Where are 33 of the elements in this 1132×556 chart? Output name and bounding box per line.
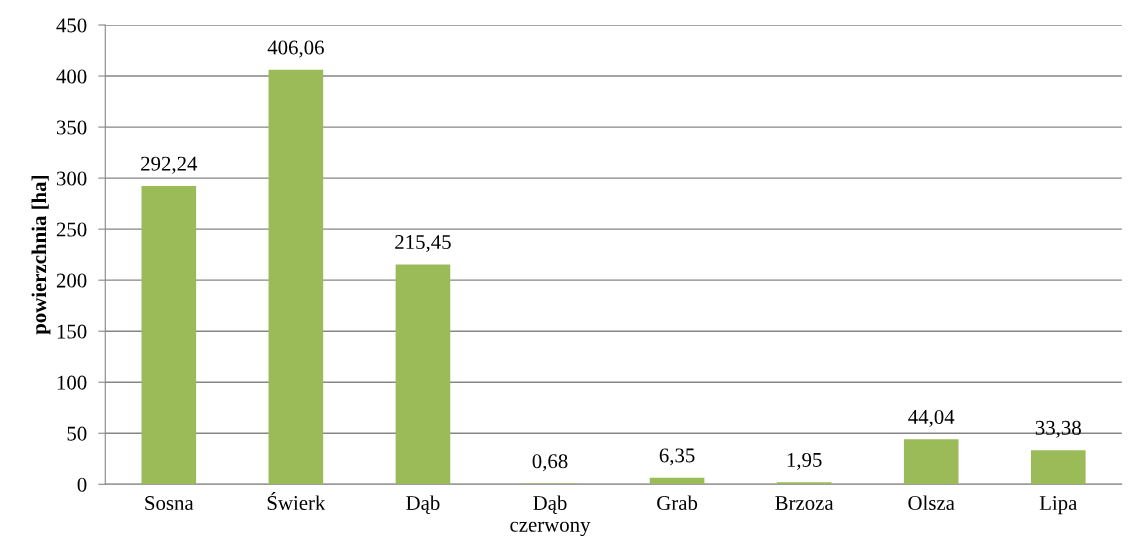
x-tick-label: Grab — [657, 495, 698, 511]
y-tick-label: 0 — [77, 477, 87, 492]
data-label: 0,68 — [532, 454, 568, 472]
y-tick-label: 150 — [57, 324, 87, 339]
bar — [1030, 450, 1086, 485]
x-tick-label: Brzoza — [775, 496, 834, 511]
y-tick-label: 250 — [56, 222, 87, 237]
x-tick-label: Świerk — [267, 492, 326, 511]
y-tick-label: 400 — [56, 69, 87, 84]
data-label: 215,45 — [395, 235, 451, 253]
x-tick-label: Dąb — [406, 495, 440, 514]
y-tick-label: 50 — [67, 426, 87, 441]
data-label: 1,95 — [787, 452, 822, 470]
data-label: 44,04 — [908, 409, 955, 427]
y-tick-label: 200 — [56, 273, 87, 288]
bar — [268, 69, 324, 485]
y-tick-label: 300 — [56, 171, 87, 186]
bar — [141, 186, 197, 485]
x-tick-label: Lipa — [1039, 496, 1078, 515]
data-label: 406,06 — [267, 40, 324, 58]
x-tick-label: Olsza — [908, 495, 955, 511]
data-label: 6,35 — [659, 448, 695, 466]
y-tick-label: 450 — [56, 18, 87, 33]
data-label: 292,24 — [141, 156, 198, 174]
y-tick-label: 100 — [57, 375, 87, 390]
y-axis-title: powierzchnia [ha] — [31, 176, 51, 335]
bar — [395, 264, 451, 485]
bar — [649, 477, 705, 485]
bar — [903, 439, 959, 485]
y-tick-label: 350 — [56, 120, 87, 135]
data-label: 33,38 — [1035, 420, 1081, 438]
x-tick-label: Dąb czerwony — [510, 495, 591, 537]
x-tick-label: Sosna — [145, 496, 194, 511]
